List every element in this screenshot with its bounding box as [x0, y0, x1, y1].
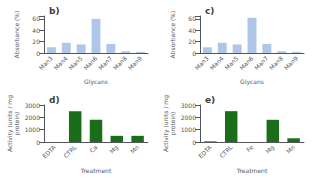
svg-text:Man5: Man5 [223, 54, 240, 71]
svg-text:20: 20 [32, 38, 40, 45]
svg-text:2000: 2000 [25, 114, 40, 121]
svg-text:Man7: Man7 [97, 54, 114, 71]
svg-text:Man3: Man3 [37, 54, 54, 71]
svg-text:0: 0 [192, 50, 196, 57]
svg-text:Man5: Man5 [67, 54, 84, 71]
svg-text:d): d) [49, 95, 60, 105]
svg-text:EDTA: EDTA [41, 143, 58, 160]
svg-text:Fe: Fe [245, 143, 255, 153]
svg-text:3000: 3000 [25, 102, 40, 109]
svg-text:3000: 3000 [181, 102, 196, 109]
svg-text:e): e) [205, 95, 215, 105]
svg-text:Mg: Mg [108, 143, 120, 155]
svg-text:2000: 2000 [181, 114, 196, 121]
svg-text:protein): protein) [13, 112, 21, 136]
svg-text:Activity (units / mg: Activity (units / mg [162, 95, 169, 152]
svg-text:Treatment: Treatment [80, 167, 112, 174]
svg-text:0: 0 [192, 139, 196, 146]
svg-text:0: 0 [36, 50, 40, 57]
svg-text:1000: 1000 [25, 126, 40, 133]
svg-text:Glycans: Glycans [240, 78, 264, 86]
svg-text:Man6: Man6 [82, 54, 99, 71]
svg-text:40: 40 [188, 27, 196, 34]
svg-text:Glycans: Glycans [84, 78, 108, 86]
svg-text:CTRL: CTRL [218, 143, 234, 159]
svg-text:Treatment: Treatment [236, 167, 268, 174]
svg-text:Man8: Man8 [268, 54, 285, 71]
svg-text:CTRL: CTRL [62, 143, 78, 159]
svg-text:Man6: Man6 [238, 54, 255, 71]
svg-text:20: 20 [188, 38, 196, 45]
svg-text:1000: 1000 [181, 126, 196, 133]
svg-text:0: 0 [36, 139, 40, 146]
svg-text:EDTA: EDTA [197, 143, 214, 160]
svg-text:Absorbance (%): Absorbance (%) [13, 11, 20, 59]
svg-text:Man9: Man9 [126, 54, 143, 71]
svg-text:Mn: Mn [129, 143, 140, 154]
svg-text:Man4: Man4 [52, 54, 69, 71]
svg-text:Man7: Man7 [253, 54, 270, 71]
svg-text:60: 60 [32, 15, 40, 22]
svg-text:b): b) [49, 6, 60, 16]
svg-text:Ca: Ca [88, 143, 99, 154]
svg-text:Activity (units / mg: Activity (units / mg [6, 95, 13, 152]
svg-text:40: 40 [32, 27, 40, 34]
svg-text:60: 60 [188, 15, 196, 22]
svg-text:protein): protein) [169, 112, 177, 136]
svg-text:c): c) [205, 6, 214, 16]
svg-text:Man3: Man3 [193, 54, 210, 71]
svg-text:Absorbance (%): Absorbance (%) [169, 11, 176, 59]
svg-text:Mg: Mg [264, 143, 276, 155]
svg-text:Man8: Man8 [112, 54, 129, 71]
svg-text:Man4: Man4 [208, 54, 225, 71]
svg-text:Man9: Man9 [282, 54, 299, 71]
svg-text:Mn: Mn [285, 143, 296, 154]
